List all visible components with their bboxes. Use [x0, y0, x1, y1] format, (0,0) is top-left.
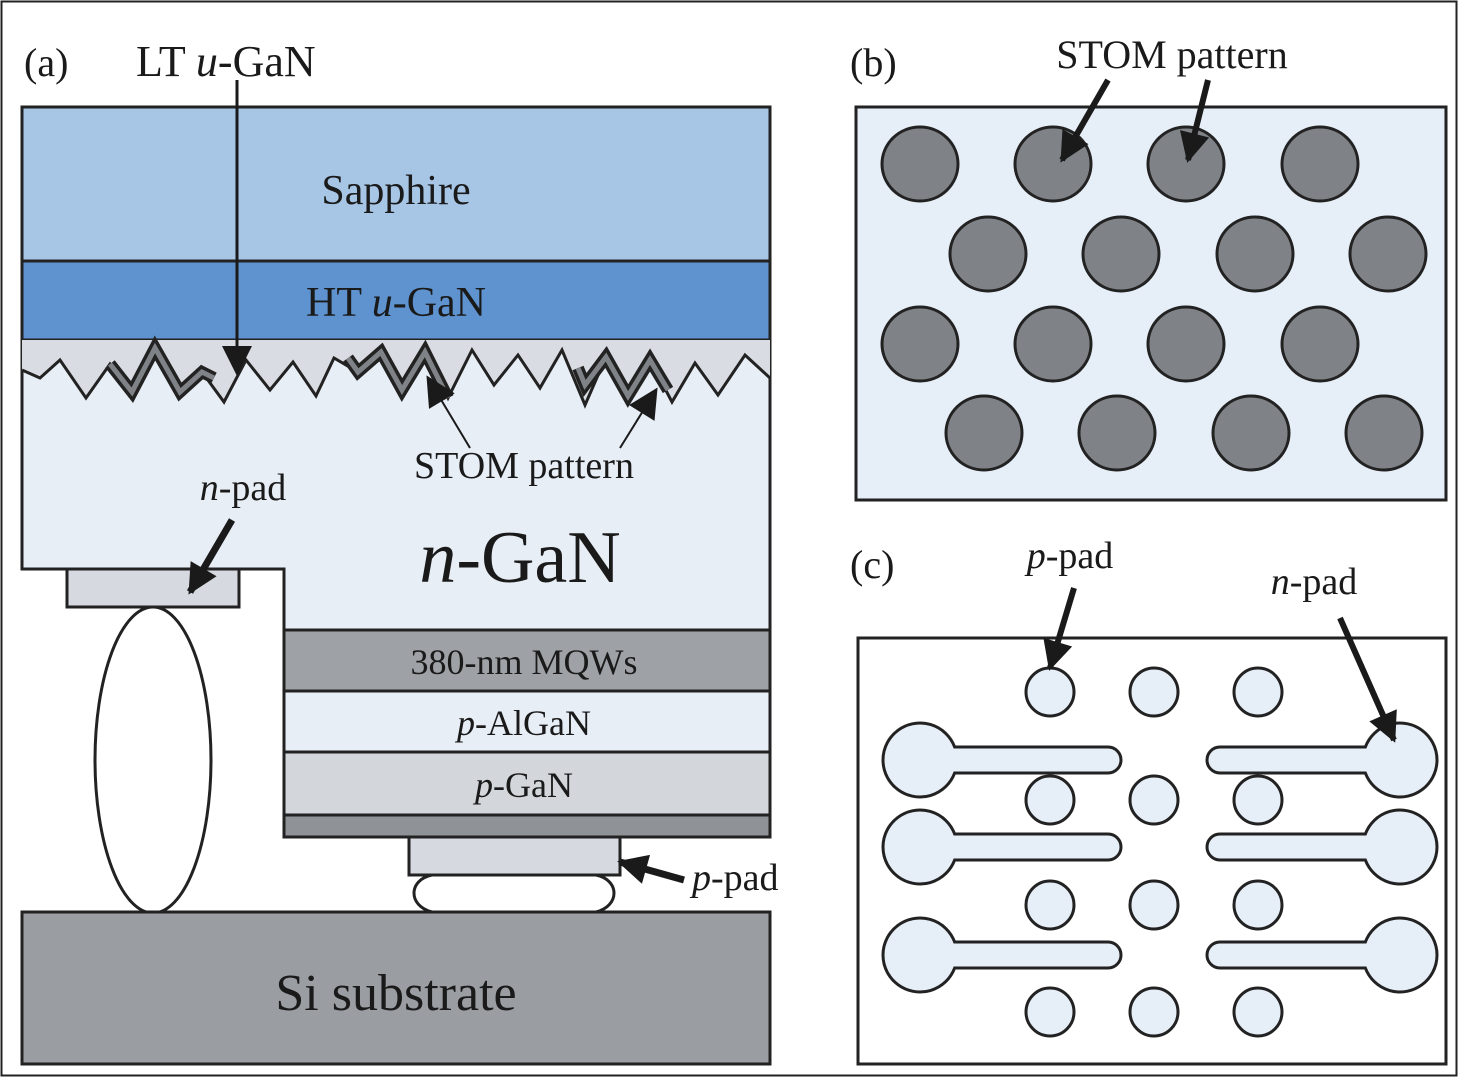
- pgan-label: p-GaN: [472, 765, 573, 805]
- pgan-layer: [282, 750, 772, 817]
- stom-dot: [948, 215, 1028, 293]
- p-bump: [412, 873, 616, 914]
- ppad-label-c: p-pad: [1024, 535, 1114, 577]
- ppad-label-a: p-pad: [689, 857, 779, 899]
- panel-b-label: (b): [850, 40, 897, 85]
- n-pad: [65, 567, 241, 609]
- ppad-arrow: [617, 854, 685, 884]
- stom-arrow-b1: [1059, 78, 1111, 163]
- stom-dot: [1013, 305, 1093, 383]
- p-pad-dot: [1232, 666, 1284, 718]
- p-pad-dot: [1232, 774, 1284, 826]
- stom-dot: [1344, 394, 1424, 472]
- n-pad-finger-left: [881, 808, 1123, 886]
- sapphire-layer: [20, 105, 772, 263]
- stom-dot: [1077, 394, 1157, 472]
- stom-dot: [1215, 215, 1295, 293]
- p-pad-dot: [1024, 879, 1076, 931]
- stom-dot: [1013, 125, 1093, 203]
- mqw-layer: [282, 628, 772, 693]
- stom-dot: [880, 125, 960, 203]
- lt-ugan-label: LT u-GaN: [136, 37, 316, 86]
- p-pad-dot: [1232, 986, 1284, 1038]
- stom-dot: [1348, 215, 1428, 293]
- n-pad-finger-left: [881, 721, 1123, 799]
- panel-c: (c) p-pad n-pad: [850, 535, 1448, 1066]
- panel-a-label: (a): [24, 40, 68, 85]
- n-pad-finger-right: [1205, 808, 1439, 886]
- stom-arrow-b2: [1179, 79, 1211, 163]
- stom-dot: [1146, 125, 1226, 203]
- stom-segment-2-core: [345, 346, 451, 400]
- stom-segment-1-core: [108, 342, 216, 397]
- n-bump: [93, 605, 213, 915]
- p-pad-dot: [1128, 666, 1180, 718]
- p-pad-dot: [1024, 774, 1076, 826]
- panel-a: (a) LT u-GaN Sapphire HT u-GaN STOM patt…: [20, 37, 779, 1066]
- p-contact-layer: [282, 813, 772, 839]
- p-pad-dot: [1128, 774, 1180, 826]
- p-pad-dot: [1128, 986, 1180, 1038]
- ngan-label: n-GaN: [419, 517, 620, 599]
- n-pad-finger-left: [881, 916, 1123, 994]
- p-pad-dot: [1024, 666, 1076, 718]
- npad-label-a: n-pad: [200, 467, 287, 509]
- stom-label-b: STOM pattern: [1056, 32, 1287, 77]
- sapphire-label: Sapphire: [321, 168, 470, 214]
- stom-segment-3-core: [575, 352, 671, 401]
- npad-label-c: n-pad: [1271, 561, 1358, 603]
- ht-ugan-label: HT u-GaN: [306, 280, 486, 326]
- p-pad-dot: [1232, 879, 1284, 931]
- stom-dot-grid: [880, 125, 1428, 472]
- stom-dot: [1081, 215, 1161, 293]
- npad-arrow: [186, 518, 236, 595]
- stom-dot: [1146, 305, 1226, 383]
- n-pad-finger-right: [1205, 916, 1439, 994]
- npad-arrow-c: [1337, 616, 1397, 743]
- p-pad-dot: [1024, 986, 1076, 1038]
- panel-b: (b) STOM pattern: [850, 32, 1448, 502]
- ht-ugan-layer: [20, 259, 772, 342]
- p-pad-dot: [1128, 879, 1180, 931]
- stom-label-a: STOM pattern: [414, 445, 634, 487]
- stom-dot: [1211, 394, 1291, 472]
- si-substrate-label: Si substrate: [275, 965, 516, 1022]
- mqw-label: 380-nm MQWs: [411, 642, 638, 682]
- ppad-arrow-c: [1043, 587, 1077, 671]
- palgan-layer: [282, 689, 772, 754]
- p-pad: [407, 835, 622, 877]
- stom-dot: [1280, 125, 1360, 203]
- stom-dot: [1280, 305, 1360, 383]
- panel-c-label: (c): [850, 542, 894, 587]
- stom-arrow-2: [619, 387, 658, 449]
- si-substrate: [20, 910, 772, 1066]
- stom-dot: [944, 394, 1024, 472]
- stom-arrow-1: [426, 375, 471, 449]
- palgan-label: p-AlGaN: [454, 703, 591, 743]
- stom-dot: [880, 305, 960, 383]
